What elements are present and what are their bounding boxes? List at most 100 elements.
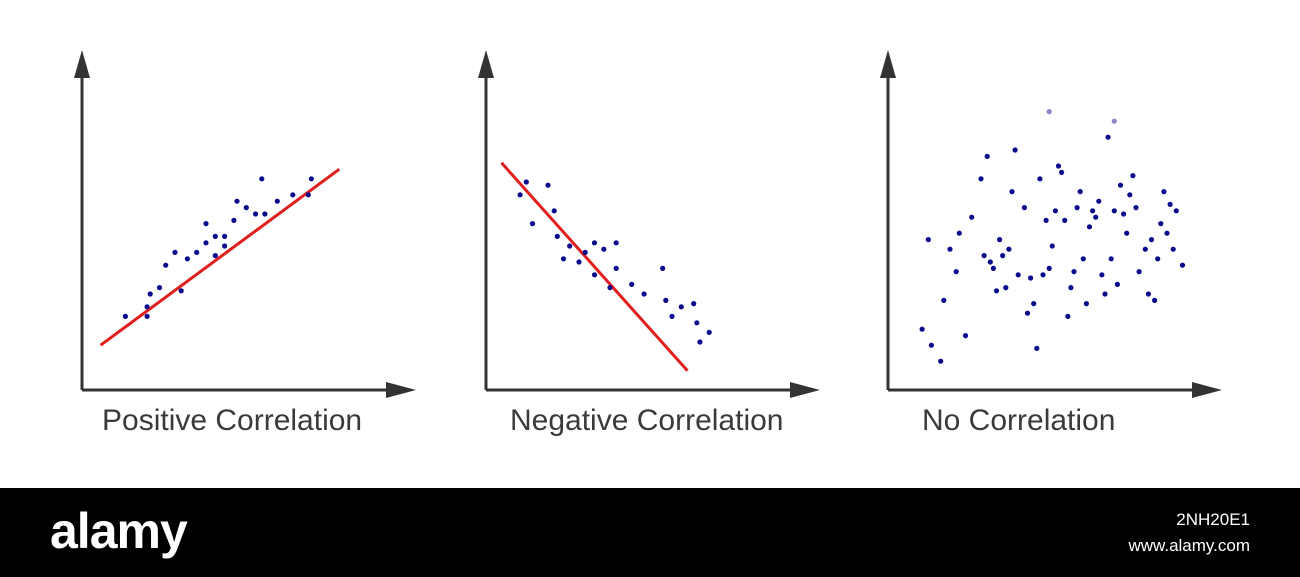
data-point <box>1173 208 1179 214</box>
data-point <box>1034 345 1040 351</box>
data-point <box>1006 246 1012 252</box>
alamy-logo: alamy <box>50 503 188 559</box>
data-point <box>1062 217 1068 223</box>
data-point <box>663 297 669 303</box>
data-point <box>582 249 588 255</box>
data-point <box>1003 285 1009 291</box>
data-point <box>1090 208 1096 214</box>
x-axis-arrow-icon <box>1192 382 1222 398</box>
data-point <box>978 176 984 182</box>
data-point <box>560 256 567 262</box>
data-point <box>1152 297 1158 303</box>
data-point <box>925 237 931 243</box>
correlation-figure <box>74 50 1222 398</box>
data-point <box>660 265 666 271</box>
data-point <box>1111 118 1117 124</box>
data-point <box>184 256 190 262</box>
data-point <box>601 246 607 252</box>
data-point <box>1148 237 1155 243</box>
data-point <box>290 192 296 198</box>
data-point <box>1124 230 1130 236</box>
data-point <box>697 339 703 345</box>
data-point <box>947 246 953 252</box>
x-axis-arrow-icon <box>790 382 820 398</box>
data-point <box>1145 291 1151 297</box>
data-point <box>981 253 987 259</box>
data-point <box>629 281 635 287</box>
data-point <box>1142 246 1148 252</box>
y-axis-arrow-icon <box>74 50 90 78</box>
data-point <box>1046 265 1052 271</box>
data-point <box>1111 208 1117 214</box>
data-point <box>990 265 997 271</box>
data-point <box>122 313 128 319</box>
data-point <box>591 272 598 278</box>
data-point <box>607 285 613 291</box>
data-point <box>953 269 959 275</box>
data-point <box>1136 269 1142 275</box>
data-point <box>203 240 209 246</box>
trend-line <box>500 161 689 372</box>
data-point <box>993 288 1000 294</box>
data-point <box>517 192 523 198</box>
caption-no-correlation: No Correlation <box>922 404 1116 437</box>
data-point <box>1059 169 1065 175</box>
data-point <box>1117 182 1124 188</box>
image-id: 2NH20E1 <box>1176 510 1250 529</box>
data-point <box>919 326 925 332</box>
data-point <box>194 249 200 255</box>
data-point <box>212 253 218 259</box>
data-point <box>551 208 557 214</box>
data-point <box>222 233 228 239</box>
data-point <box>1074 205 1080 211</box>
data-point <box>1096 198 1102 204</box>
data-point <box>1099 272 1105 278</box>
data-point <box>1077 189 1083 195</box>
data-point <box>928 342 935 348</box>
data-point <box>259 176 265 182</box>
caption-positive-correlation: Positive Correlation <box>102 404 363 437</box>
data-point <box>1179 262 1186 268</box>
data-point <box>1170 246 1176 252</box>
data-point <box>1158 221 1164 227</box>
data-point <box>567 243 573 249</box>
chart-panel-none <box>880 50 1222 398</box>
data-point <box>243 205 249 211</box>
data-point <box>1102 291 1108 297</box>
data-point <box>576 259 582 265</box>
data-point <box>987 259 993 265</box>
data-point <box>308 176 314 182</box>
data-point <box>523 179 529 185</box>
data-point <box>1012 147 1018 153</box>
data-point <box>1093 214 1099 220</box>
data-point <box>591 240 598 246</box>
data-point <box>1049 243 1055 249</box>
data-point <box>938 358 944 364</box>
data-point <box>1121 211 1127 217</box>
data-point <box>178 288 184 294</box>
data-point <box>613 240 619 246</box>
data-point <box>163 262 169 268</box>
data-point <box>1114 281 1120 287</box>
data-point <box>1161 189 1167 195</box>
data-point <box>1130 173 1136 179</box>
data-point <box>1000 253 1006 259</box>
data-point <box>691 301 697 307</box>
y-axis-arrow-icon <box>880 50 896 78</box>
data-point <box>1127 192 1133 198</box>
data-point <box>1155 256 1161 262</box>
data-point <box>669 313 675 319</box>
data-point <box>706 329 712 335</box>
data-point <box>156 285 163 291</box>
chart-panel-negative <box>478 50 820 398</box>
data-point <box>1052 208 1058 214</box>
data-point <box>203 221 209 227</box>
data-point <box>1068 285 1074 291</box>
data-point <box>1133 205 1139 211</box>
data-point <box>222 243 228 249</box>
data-point <box>962 333 969 339</box>
data-point <box>1108 256 1114 262</box>
data-point <box>262 211 268 217</box>
data-point <box>678 304 684 310</box>
data-point <box>1043 217 1049 223</box>
